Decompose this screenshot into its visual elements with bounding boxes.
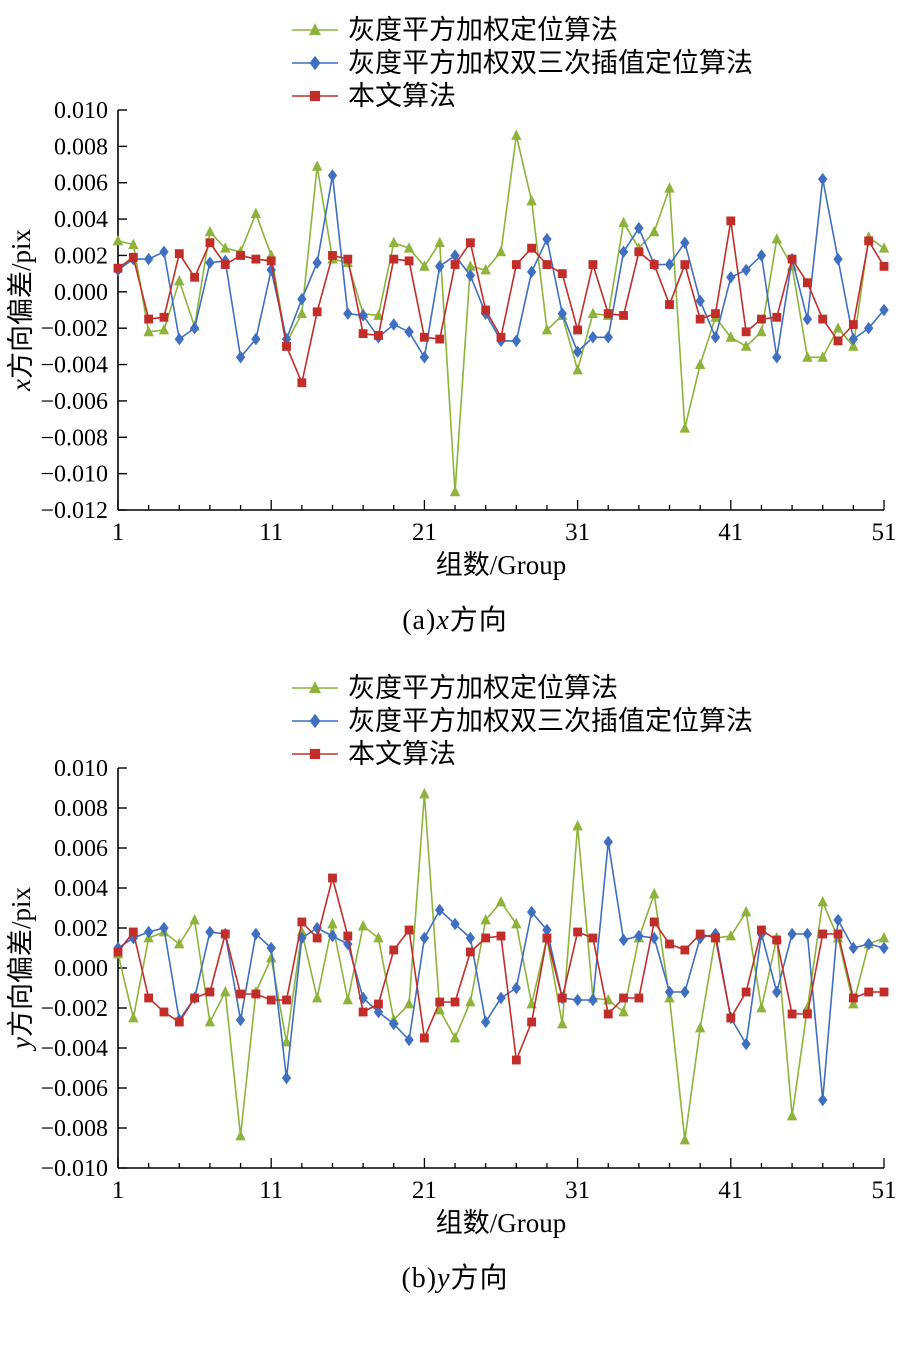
x-tick-label: 21 [412,1177,437,1204]
y-tick-label: −0.006 [40,1076,108,1102]
chart-a-caption-suffix: 方向 [449,605,508,636]
y-tick-label: −0.010 [40,1156,108,1182]
axis-labels: 组数/Group x方向偏差/pix [6,229,566,580]
series-markers-0 [112,788,890,1145]
x-tick-label: 51 [872,1177,897,1204]
axes [117,768,884,1169]
legend-label-2: 本文算法 [348,81,456,111]
y-tick-label: 0.002 [54,243,108,269]
legend-label-0: 灰度平方加权定位算法 [348,673,618,703]
series-markers-2 [113,216,889,388]
y-tick-label: −0.010 [40,462,108,488]
chart-b-caption-var: y [437,1263,451,1294]
y-tick-label: 0.006 [54,836,108,862]
y-axis-ticks: 0.010 0.008 0.006 0.004 0.002 0.000 −0.002 −0.0… [40,98,127,524]
chart-b: 0.010 0.008 0.006 0.004 0.002 0.000 −0.002 −0.0… [0,668,910,1304]
y-axis-label: y方向偏差/pix [6,887,36,1052]
series-0 [112,788,890,1145]
y-tick-label: 0.008 [54,134,108,160]
chart-a-caption: (a)x方向 [0,588,910,646]
y-tick-label: 0.006 [54,171,108,197]
series-markers-1 [113,835,889,1107]
legend-label-0: 灰度平方加权定位算法 [348,15,618,45]
y-tick-label: −0.008 [40,425,108,451]
chart-b-caption: (b)y方向 [0,1246,910,1304]
x-axis-label: 组数/Group [436,550,567,580]
chart-a: 0.010 0.008 0.006 0.004 0.002 0.000 −0.002 −0.0… [0,10,910,646]
x-tick-label: 1 [112,519,125,546]
y-tick-label: −0.002 [40,316,108,342]
y-tick-label: 0.008 [54,796,108,822]
figure-page: 0.010 0.008 0.006 0.004 0.002 0.000 −0.002 −0.0… [0,10,910,1304]
chart-b-svg: 0.010 0.008 0.006 0.004 0.002 0.000 −0.002 −0.0… [6,673,897,1238]
series-line-1 [117,175,885,360]
x-tick-label: 1 [112,1177,125,1204]
x-tick-label: 51 [872,519,897,546]
chart-b-caption-prefix: (b) [401,1263,438,1294]
y-tick-label: −0.006 [40,389,108,415]
y-tick-label: −0.012 [40,498,108,524]
y-tick-label: −0.004 [40,1036,108,1062]
x-axis-ticks: 1 11 21 31 41 51 [112,1158,897,1204]
y-tick-label: 0.000 [54,956,108,982]
y-axis-label: x方向偏差/pix [6,229,36,392]
y-tick-label: −0.002 [40,996,108,1022]
series-2 [113,216,889,388]
y-tick-label: 0.010 [54,756,108,782]
y-tick-label: 0.004 [54,876,108,902]
y-tick-label: 0.002 [54,916,108,942]
x-axis-label: 组数/Group [436,1208,567,1238]
y-tick-label: −0.008 [40,1116,108,1142]
x-tick-label: 21 [412,519,437,546]
legend-label-1: 灰度平方加权双三次插值定位算法 [348,706,753,736]
axes [117,110,884,511]
chart-a-caption-var: x [436,605,450,636]
y-axis-ticks: 0.010 0.008 0.006 0.004 0.002 0.000 −0.002 −0.0… [40,756,127,1182]
legend-label-1: 灰度平方加权双三次插值定位算法 [348,48,753,78]
legend-label-2: 本文算法 [348,739,456,769]
x-tick-label: 11 [259,1177,283,1204]
series-2 [113,873,889,1065]
x-tick-label: 31 [565,1177,590,1204]
chart-a-svg: 0.010 0.008 0.006 0.004 0.002 0.000 −0.002 −0.0… [6,15,897,580]
x-tick-label: 41 [718,1177,743,1204]
x-tick-label: 11 [259,519,283,546]
axis-labels: 组数/Group y方向偏差/pix [6,887,566,1238]
x-tick-label: 31 [565,519,590,546]
y-tick-label: 0.000 [54,280,108,306]
chart-b-caption-suffix: 方向 [450,1263,509,1294]
chart-a-caption-prefix: (a) [402,605,437,636]
y-tick-label: 0.010 [54,98,108,124]
series-1 [113,835,889,1107]
y-tick-label: 0.004 [54,207,108,233]
x-tick-label: 41 [718,519,743,546]
y-tick-label: −0.004 [40,353,108,379]
series-markers-2 [113,873,889,1065]
x-axis-ticks: 1 11 21 31 41 51 [112,500,897,546]
